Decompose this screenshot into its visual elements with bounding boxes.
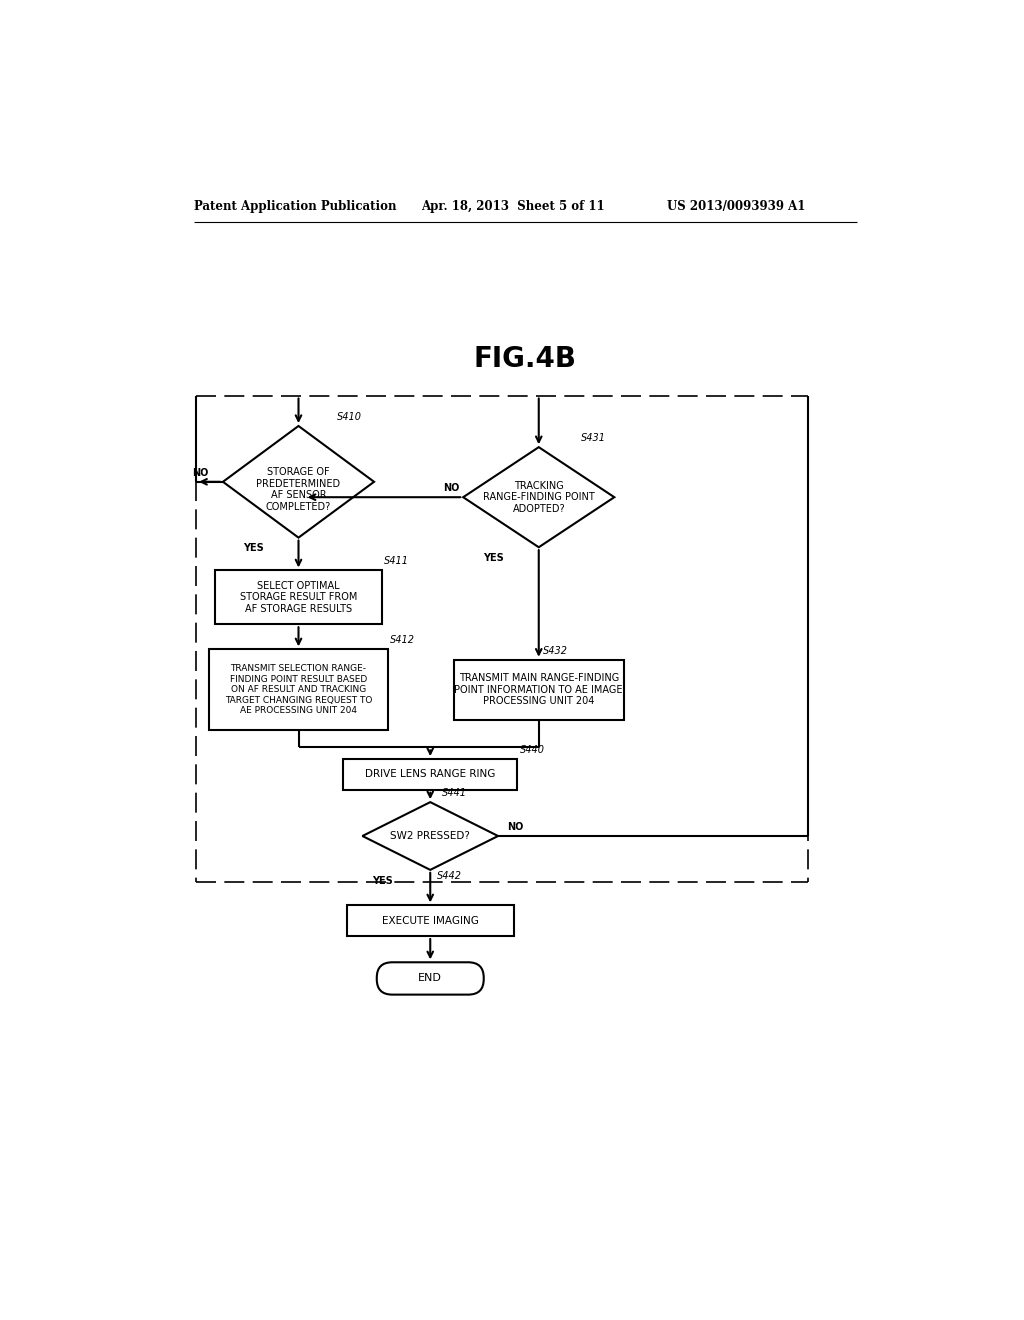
FancyBboxPatch shape [209,649,388,730]
Text: YES: YES [243,544,263,553]
Text: SELECT OPTIMAL
STORAGE RESULT FROM
AF STORAGE RESULTS: SELECT OPTIMAL STORAGE RESULT FROM AF ST… [240,581,357,614]
Text: TRACKING
RANGE-FINDING POINT
ADOPTED?: TRACKING RANGE-FINDING POINT ADOPTED? [483,480,595,513]
Text: YES: YES [483,553,504,564]
FancyBboxPatch shape [215,570,382,624]
FancyBboxPatch shape [347,906,514,936]
Polygon shape [223,426,374,537]
Text: S432: S432 [543,645,567,656]
Text: S411: S411 [384,557,410,566]
FancyBboxPatch shape [377,962,483,995]
Text: STORAGE OF
PREDETERMINED
AF SENSOR
COMPLETED?: STORAGE OF PREDETERMINED AF SENSOR COMPL… [256,467,341,512]
Text: S412: S412 [390,635,415,645]
Text: FIG.4B: FIG.4B [473,345,577,372]
Text: Patent Application Publication: Patent Application Publication [194,199,396,213]
Text: YES: YES [373,875,393,886]
Text: TRANSMIT MAIN RANGE-FINDING
POINT INFORMATION TO AE IMAGE
PROCESSING UNIT 204: TRANSMIT MAIN RANGE-FINDING POINT INFORM… [455,673,623,706]
Text: EXECUTE IMAGING: EXECUTE IMAGING [382,916,478,925]
Polygon shape [463,447,614,548]
Text: NO: NO [443,483,460,492]
Text: S440: S440 [520,746,545,755]
Text: NO: NO [507,822,523,832]
Text: Apr. 18, 2013  Sheet 5 of 11: Apr. 18, 2013 Sheet 5 of 11 [421,199,604,213]
Text: S441: S441 [442,788,467,799]
Text: END: END [419,973,442,983]
FancyBboxPatch shape [343,759,517,789]
FancyBboxPatch shape [454,660,624,719]
Text: S410: S410 [337,412,362,421]
Polygon shape [362,803,498,870]
Text: DRIVE LENS RANGE RING: DRIVE LENS RANGE RING [366,770,496,779]
Text: NO: NO [193,467,209,478]
Text: S431: S431 [582,433,606,444]
Text: SW2 PRESSED?: SW2 PRESSED? [390,832,470,841]
Text: TRANSMIT SELECTION RANGE-
FINDING POINT RESULT BASED
ON AF RESULT AND TRACKING
T: TRANSMIT SELECTION RANGE- FINDING POINT … [225,664,372,715]
Text: S442: S442 [436,871,462,882]
Text: US 2013/0093939 A1: US 2013/0093939 A1 [667,199,805,213]
